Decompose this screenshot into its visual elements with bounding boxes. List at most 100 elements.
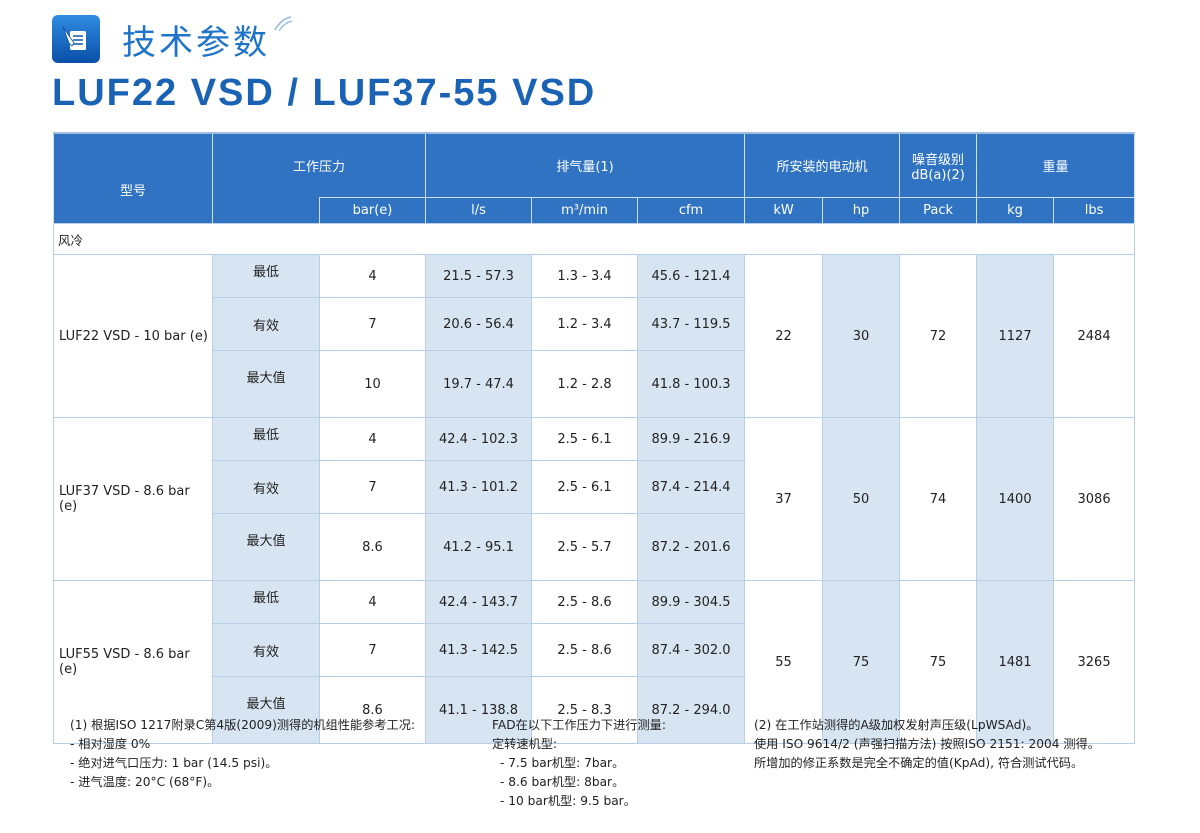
bar-cell: 4 [318, 580, 427, 624]
kw-cell: 22 [744, 254, 824, 418]
m3-cell: 2.5 - 8.6 [531, 580, 639, 624]
unit-ls: l/s [425, 197, 533, 224]
note-line: FAD在以下工作压力下进行测量: [492, 718, 666, 732]
header-pressure: 工作压力 [211, 132, 427, 198]
level-cell: 有效 [212, 460, 320, 514]
page-subtitle: LUF22 VSD / LUF37-55 VSD [52, 72, 597, 114]
footnote-fad: FAD在以下工作压力下进行测量: 定转速机型: - 7.5 bar机型: 7ba… [492, 716, 666, 811]
ls-cell: 19.7 - 47.4 [425, 350, 533, 418]
bar-cell: 7 [318, 460, 427, 514]
m3-cell: 1.2 - 3.4 [531, 297, 639, 351]
level-cell: 最大值 [212, 350, 320, 418]
bar-cell: 4 [318, 417, 427, 461]
note-line: - 10 bar机型: 9.5 bar。 [500, 794, 636, 808]
cfm-cell: 87.2 - 294.0 [637, 676, 746, 744]
noise-cell: 75 [899, 580, 978, 744]
model-name: LUF55 VSD - 8.6 bar (e) [53, 580, 213, 744]
unit-m3: m³/min [531, 197, 639, 224]
hp-cell: 50 [822, 417, 901, 581]
page-header: 技术参数 [52, 12, 294, 66]
ls-cell: 41.3 - 101.2 [425, 460, 533, 514]
hp-cell: 30 [822, 254, 901, 418]
lbs-cell: 3086 [1053, 417, 1136, 581]
kg-cell: 1400 [976, 417, 1055, 581]
note-line: 所增加的修正系数是完全不确定的值(KpAd), 符合测试代码。 [754, 756, 1084, 770]
cfm-cell: 89.9 - 216.9 [637, 417, 746, 461]
table-row: LUF37 VSD - 8.6 bar (e) 最低 4 42.4 - 102.… [53, 417, 1136, 581]
bar-cell: 8.6 [318, 676, 427, 744]
ls-cell: 42.4 - 143.7 [425, 580, 533, 624]
spec-table: 型号 工作压力 排气量(1) 所安装的电动机 噪音级别 dB(a)(2) 重量 … [52, 132, 1136, 744]
ls-cell: 42.4 - 102.3 [425, 417, 533, 461]
section-label: 风冷 [52, 223, 1136, 255]
level-cell: 最低 [212, 580, 320, 624]
header-noise-line2: dB(a)(2) [911, 167, 965, 183]
note-line: (1) 根据ISO 1217附录C第4版(2009)测得的机组性能参考工况: [70, 718, 416, 732]
hp-cell: 75 [822, 580, 901, 744]
document-pen-icon [52, 15, 100, 63]
bar-cell: 7 [318, 623, 427, 677]
bar-cell: 4 [318, 254, 427, 298]
bar-cell: 10 [318, 350, 427, 418]
table-row: 最大值 8.6 41.1 - 138.8 2.5 - 8.3 87.2 - 29… [54, 676, 1135, 744]
m3-cell: 2.5 - 8.3 [531, 676, 639, 744]
footnote-1: (1) 根据ISO 1217附录C第4版(2009)测得的机组性能参考工况: -… [70, 716, 415, 792]
table-row: LUF55 VSD - 8.6 bar (e) 最低 4 42.4 - 143.… [53, 580, 1136, 744]
unit-bar: bar(e) [318, 197, 427, 224]
note-line: 定转速机型: [492, 737, 558, 751]
unit-cfm: cfm [637, 197, 746, 224]
table-row: 最大值 10 19.7 - 47.4 1.2 - 2.8 41.8 - 100.… [54, 350, 1135, 418]
note-line: - 相对湿度 0% [70, 737, 151, 751]
bar-cell: 8.6 [318, 513, 427, 581]
m3-cell: 1.2 - 2.8 [531, 350, 639, 418]
header-fad: 排气量(1) [425, 132, 746, 198]
note-line: - 绝对进气口压力: 1 bar (14.5 psi)。 [70, 756, 278, 770]
table-row: 有效 7 41.3 - 101.2 2.5 - 6.1 87.4 - 214.4 [54, 460, 1135, 514]
unit-kg: kg [976, 197, 1055, 224]
model-name: LUF37 VSD - 8.6 bar (e) [53, 417, 213, 581]
unit-lbs: lbs [1053, 197, 1136, 224]
note-line: - 7.5 bar机型: 7bar。 [500, 756, 625, 770]
kg-cell: 1127 [976, 254, 1055, 418]
note-line: 使用 ISO 9614/2 (声强扫描方法) 按照ISO 2151: 2004 … [754, 737, 1100, 751]
header-weight: 重量 [976, 132, 1136, 198]
level-cell: 有效 [212, 623, 320, 677]
bar-cell: 7 [318, 297, 427, 351]
m3-cell: 2.5 - 8.6 [531, 623, 639, 677]
level-cell: 最大值 [212, 676, 320, 744]
table-row: 有效 7 20.6 - 56.4 1.2 - 3.4 43.7 - 119.5 [54, 297, 1135, 351]
lbs-cell: 2484 [1053, 254, 1136, 418]
cfm-cell: 87.4 - 302.0 [637, 623, 746, 677]
kg-cell: 1481 [976, 580, 1055, 744]
unit-pack: Pack [899, 197, 978, 224]
footnote-2: (2) 在工作站测得的A级加权发射声压级(LpWSAd)。 使用 ISO 961… [754, 716, 1100, 773]
table-row: LUF22 VSD - 10 bar (e) 最低 4 21.5 - 57.3 … [53, 254, 1136, 418]
cfm-cell: 41.8 - 100.3 [637, 350, 746, 418]
cfm-cell: 89.9 - 304.5 [637, 580, 746, 624]
lbs-cell: 3265 [1053, 580, 1136, 744]
kw-cell: 37 [744, 417, 824, 581]
cfm-cell: 43.7 - 119.5 [637, 297, 746, 351]
m3-cell: 2.5 - 5.7 [531, 513, 639, 581]
ls-cell: 20.6 - 56.4 [425, 297, 533, 351]
noise-cell: 72 [899, 254, 978, 418]
ls-cell: 41.3 - 142.5 [425, 623, 533, 677]
note-line: - 进气温度: 20°C (68°F)。 [70, 775, 220, 789]
kw-cell: 55 [744, 580, 824, 744]
cfm-cell: 87.2 - 201.6 [637, 513, 746, 581]
header-motor: 所安装的电动机 [744, 132, 901, 198]
header-noise: 噪音级别 dB(a)(2) [899, 132, 978, 198]
m3-cell: 2.5 - 6.1 [531, 460, 639, 514]
note-line: - 8.6 bar机型: 8bar。 [500, 775, 625, 789]
level-cell: 最低 [212, 254, 320, 298]
cfm-cell: 45.6 - 121.4 [637, 254, 746, 298]
level-cell: 有效 [212, 297, 320, 351]
decorative-swoosh-icon [274, 16, 293, 32]
header-model: 型号 [53, 132, 213, 224]
ls-cell: 41.2 - 95.1 [425, 513, 533, 581]
header-blank [212, 197, 320, 224]
table-row: 有效 7 41.3 - 142.5 2.5 - 8.6 87.4 - 302.0 [54, 623, 1135, 677]
ls-cell: 41.1 - 138.8 [425, 676, 533, 744]
header-noise-line1: 噪音级别 [912, 152, 965, 168]
cfm-cell: 87.4 - 214.4 [637, 460, 746, 514]
